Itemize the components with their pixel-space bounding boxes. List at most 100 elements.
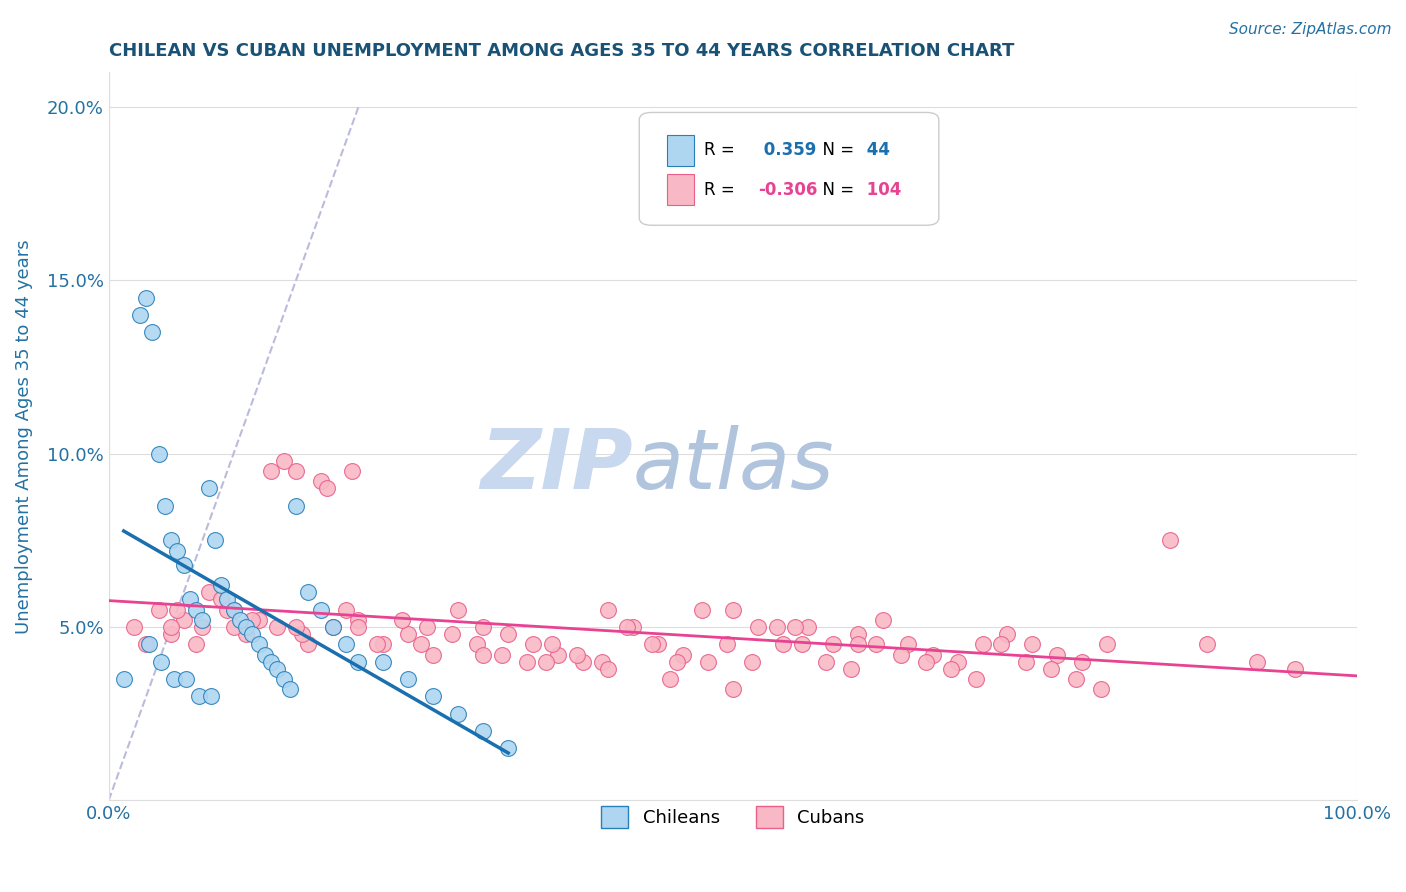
- Point: [1046, 648, 1069, 662]
- Point: [872, 613, 894, 627]
- Point: [217, 602, 239, 616]
- Point: [865, 637, 887, 651]
- Point: [422, 690, 444, 704]
- Point: [815, 655, 838, 669]
- Point: [285, 499, 308, 513]
- Point: [160, 620, 183, 634]
- Point: [173, 558, 195, 572]
- Point: [1159, 533, 1181, 548]
- Point: [972, 637, 994, 651]
- Point: [596, 661, 619, 675]
- Point: [366, 637, 388, 651]
- Point: [112, 672, 135, 686]
- Point: [240, 613, 263, 627]
- Point: [322, 620, 344, 634]
- Point: [166, 602, 188, 616]
- Point: [266, 620, 288, 634]
- Point: [266, 661, 288, 675]
- Point: [240, 627, 263, 641]
- FancyBboxPatch shape: [666, 135, 695, 166]
- Point: [316, 481, 339, 495]
- Point: [260, 464, 283, 478]
- Text: 104: 104: [862, 181, 901, 199]
- Text: 44: 44: [862, 141, 890, 160]
- Point: [153, 499, 176, 513]
- Point: [1246, 655, 1268, 669]
- Point: [148, 602, 170, 616]
- Point: [672, 648, 695, 662]
- Point: [921, 648, 943, 662]
- Point: [209, 578, 232, 592]
- Point: [821, 637, 844, 651]
- Point: [285, 464, 308, 478]
- Point: [1090, 682, 1112, 697]
- Point: [1097, 637, 1119, 651]
- Point: [665, 655, 688, 669]
- Text: -0.306: -0.306: [758, 181, 817, 199]
- Point: [846, 627, 869, 641]
- Point: [447, 706, 470, 721]
- Point: [1040, 661, 1063, 675]
- Point: [253, 648, 276, 662]
- Point: [174, 672, 197, 686]
- Point: [373, 655, 395, 669]
- Point: [790, 637, 813, 651]
- Point: [187, 690, 209, 704]
- Point: [491, 648, 513, 662]
- Point: [347, 613, 370, 627]
- Point: [135, 291, 157, 305]
- Point: [179, 592, 201, 607]
- Point: [541, 637, 564, 651]
- Point: [946, 655, 969, 669]
- Point: [347, 620, 370, 634]
- Point: [209, 592, 232, 607]
- Point: [150, 655, 173, 669]
- Point: [235, 627, 257, 641]
- Point: [416, 620, 439, 634]
- Point: [522, 637, 544, 651]
- Point: [747, 620, 769, 634]
- Point: [591, 655, 613, 669]
- Point: [596, 602, 619, 616]
- Point: [616, 620, 638, 634]
- Point: [440, 627, 463, 641]
- Point: [1197, 637, 1219, 651]
- Point: [309, 602, 332, 616]
- Point: [391, 613, 413, 627]
- Point: [340, 464, 363, 478]
- Point: [997, 627, 1019, 641]
- Point: [1021, 637, 1043, 651]
- Point: [1015, 655, 1038, 669]
- Text: atlas: atlas: [633, 425, 835, 506]
- Point: [716, 637, 738, 651]
- Point: [297, 585, 319, 599]
- Point: [797, 620, 820, 634]
- Point: [204, 533, 226, 548]
- Point: [197, 585, 219, 599]
- Point: [1071, 655, 1094, 669]
- Point: [465, 637, 488, 651]
- Point: [163, 672, 186, 686]
- Text: Source: ZipAtlas.com: Source: ZipAtlas.com: [1229, 22, 1392, 37]
- Point: [247, 613, 270, 627]
- Point: [166, 543, 188, 558]
- Point: [965, 672, 987, 686]
- Point: [309, 475, 332, 489]
- Text: ZIP: ZIP: [481, 425, 633, 506]
- Point: [690, 602, 713, 616]
- Point: [322, 620, 344, 634]
- Point: [721, 682, 744, 697]
- Point: [496, 627, 519, 641]
- Point: [915, 655, 938, 669]
- Point: [785, 620, 807, 634]
- Point: [472, 648, 495, 662]
- Point: [160, 627, 183, 641]
- Point: [765, 620, 787, 634]
- Point: [1064, 672, 1087, 686]
- Text: CHILEAN VS CUBAN UNEMPLOYMENT AMONG AGES 35 TO 44 YEARS CORRELATION CHART: CHILEAN VS CUBAN UNEMPLOYMENT AMONG AGES…: [108, 42, 1014, 60]
- Text: N =: N =: [811, 141, 859, 160]
- Point: [184, 637, 207, 651]
- Point: [138, 637, 160, 651]
- Point: [273, 453, 295, 467]
- Point: [200, 690, 222, 704]
